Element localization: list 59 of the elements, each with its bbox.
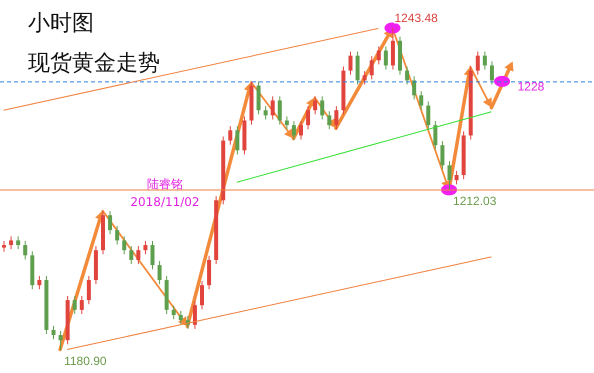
annotation: 2018/11/02 [130, 195, 200, 209]
candlestick [440, 140, 444, 170]
chart-title: 小时图 [28, 11, 94, 36]
text: 现货黄金走势 [28, 51, 160, 76]
candlestick [264, 106, 268, 120]
candlestick [284, 116, 289, 130]
candlestick [178, 310, 183, 325]
candlestick [412, 76, 416, 100]
candlestick [433, 120, 438, 150]
candlestick [37, 275, 42, 290]
candlestick [122, 236, 126, 255]
candlestick [200, 280, 204, 310]
candlestick [313, 96, 318, 115]
candlestick [270, 96, 275, 120]
text: 1228 [518, 79, 545, 94]
candlestick [2, 240, 6, 252]
candlestick [172, 305, 176, 320]
candlestick [158, 260, 162, 285]
candlestick [306, 106, 310, 130]
candlestick [129, 246, 134, 265]
candlestick [115, 225, 120, 246]
text: 1243.48 [394, 11, 438, 25]
candlestick [327, 110, 332, 130]
candlestick [143, 240, 148, 255]
candlestick [86, 275, 91, 305]
candlestick [334, 106, 338, 130]
candlestick [192, 300, 197, 330]
candlestick [292, 120, 296, 140]
candlestick [16, 236, 20, 250]
candlestick [370, 56, 374, 80]
candlestick [348, 51, 352, 76]
candlestick [405, 66, 410, 85]
candlestick [235, 126, 240, 155]
candlestick [278, 96, 282, 126]
candlestick [476, 51, 480, 76]
annotation: 陆睿铭 [147, 177, 183, 191]
candlestick [108, 210, 112, 235]
candlestick [150, 240, 154, 270]
candlestick [52, 325, 56, 340]
candlestick [136, 246, 140, 265]
text: 1180.90 [64, 354, 107, 368]
candlestick [376, 46, 381, 65]
candlestick [426, 100, 430, 130]
candlestick [448, 160, 452, 190]
candlestick [9, 236, 14, 250]
candlestick [384, 46, 388, 70]
candlestick [454, 170, 459, 185]
candlestick [299, 120, 303, 140]
candlestick [320, 96, 324, 120]
candlestick [228, 126, 232, 146]
candlestick [23, 240, 28, 260]
candlestick [362, 70, 367, 85]
candlestick [58, 330, 63, 350]
candlestick [72, 295, 77, 314]
candlestick [419, 90, 424, 110]
candlestick [80, 295, 84, 314]
candlestick [482, 51, 487, 70]
candlestick [490, 60, 494, 85]
annotation: 1212.03 [453, 194, 497, 208]
